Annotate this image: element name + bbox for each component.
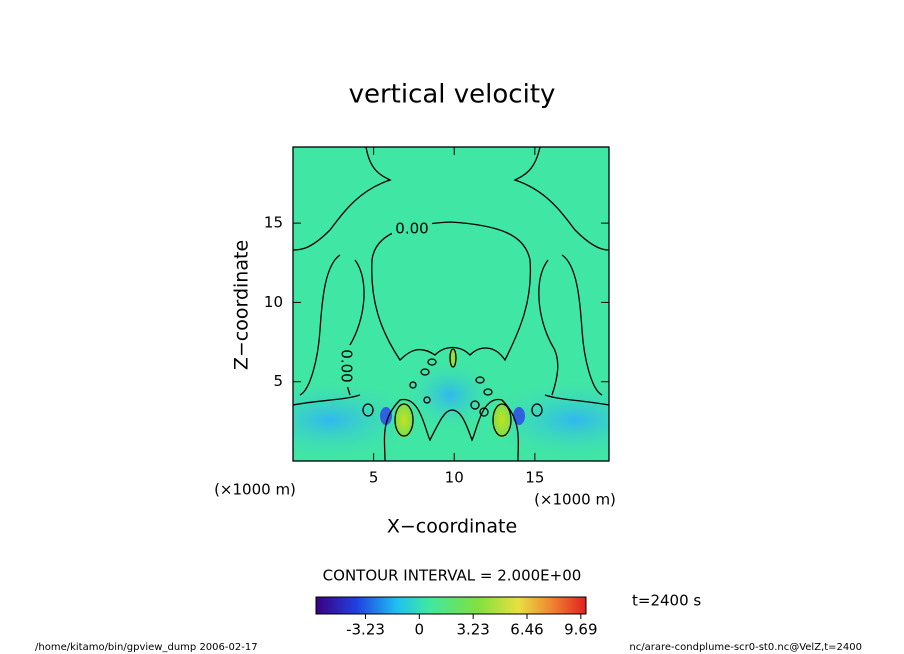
x-tick-label: 5 — [369, 469, 379, 487]
x-unit: (×1000 m) — [534, 491, 616, 509]
y-tick-label: 10 — [264, 293, 283, 311]
contour-interval: CONTOUR INTERVAL = 2.000E+00 — [323, 567, 582, 585]
colorbar-tick-label: 6.46 — [510, 621, 543, 639]
chart-title: vertical velocity — [349, 80, 556, 110]
time-label: t=2400 s — [632, 592, 701, 610]
label-bg — [338, 345, 354, 387]
colorbar — [315, 596, 587, 615]
footer-left: /home/kitamo/bin/gpview_dump 2006-02-17 — [35, 642, 258, 653]
x-tick-label: 15 — [525, 469, 544, 487]
colorbar-tick-label: 0 — [415, 621, 425, 639]
y-tick-label: 5 — [273, 372, 283, 390]
contour-label: 0.00 — [395, 220, 428, 238]
y-axis-label: Z−coordinate — [231, 240, 253, 370]
contour-label: 0.00 — [338, 349, 356, 382]
field — [293, 147, 609, 461]
plot-frame — [292, 146, 610, 462]
footer-right: nc/arare-condplume-scr0-st0.nc@VelZ,t=24… — [629, 642, 862, 653]
colorbar-tick-label: 3.23 — [456, 621, 489, 639]
colorbar-tick-label: -3.23 — [346, 621, 385, 639]
y-tick-label: 15 — [264, 214, 283, 232]
y-unit: (×1000 m) — [214, 481, 296, 499]
colorbar-tick-label: 9.69 — [564, 621, 597, 639]
x-axis-label: X−coordinate — [387, 516, 517, 538]
x-tick-label: 10 — [445, 469, 464, 487]
label-bg — [392, 220, 432, 236]
